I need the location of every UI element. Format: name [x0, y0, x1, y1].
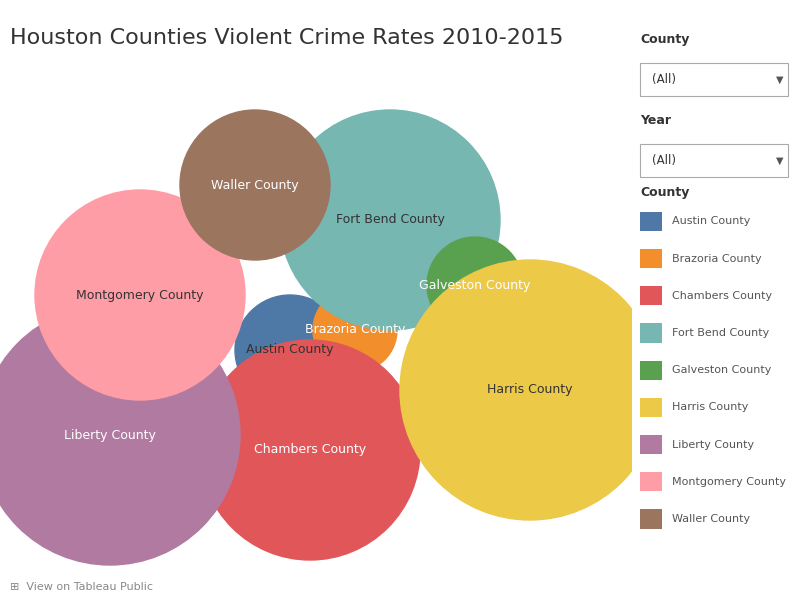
Circle shape	[400, 260, 660, 520]
FancyBboxPatch shape	[640, 323, 662, 343]
Text: Chambers County: Chambers County	[254, 443, 366, 457]
Text: Austin County: Austin County	[246, 343, 334, 356]
FancyBboxPatch shape	[640, 212, 662, 231]
FancyBboxPatch shape	[640, 472, 662, 491]
Circle shape	[280, 110, 500, 330]
FancyBboxPatch shape	[640, 63, 788, 96]
Text: Houston Counties Violent Crime Rates 2010-2015: Houston Counties Violent Crime Rates 201…	[10, 28, 563, 48]
Text: Year: Year	[640, 114, 671, 127]
FancyBboxPatch shape	[640, 286, 662, 305]
FancyBboxPatch shape	[640, 361, 662, 380]
Text: Brazoria County: Brazoria County	[672, 254, 762, 263]
FancyBboxPatch shape	[640, 398, 662, 417]
Circle shape	[180, 110, 330, 260]
Text: Harris County: Harris County	[487, 383, 573, 397]
Circle shape	[313, 288, 397, 372]
Text: (All): (All)	[652, 154, 676, 167]
Text: Fort Bend County: Fort Bend County	[672, 328, 770, 338]
Text: Galveston County: Galveston County	[672, 365, 772, 375]
Text: Harris County: Harris County	[672, 403, 749, 412]
Circle shape	[35, 190, 245, 400]
Text: Fort Bend County: Fort Bend County	[335, 214, 445, 226]
FancyBboxPatch shape	[640, 509, 662, 529]
Circle shape	[427, 237, 523, 333]
FancyBboxPatch shape	[640, 249, 662, 268]
Circle shape	[0, 305, 240, 565]
Text: Liberty County: Liberty County	[64, 428, 156, 442]
Text: ⊞  View on Tableau Public: ⊞ View on Tableau Public	[10, 582, 153, 592]
Text: Liberty County: Liberty County	[672, 440, 754, 449]
Text: County: County	[640, 33, 690, 46]
Text: (All): (All)	[652, 73, 676, 86]
Text: Galveston County: Galveston County	[419, 278, 530, 292]
Text: ▼: ▼	[776, 155, 783, 166]
Text: Waller County: Waller County	[211, 179, 299, 191]
Text: Waller County: Waller County	[672, 514, 750, 524]
Text: Montgomery County: Montgomery County	[672, 477, 786, 487]
Text: Brazoria County: Brazoria County	[305, 323, 405, 337]
Text: Chambers County: Chambers County	[672, 291, 773, 301]
Text: Austin County: Austin County	[672, 217, 750, 226]
Text: ▼: ▼	[776, 74, 783, 85]
Circle shape	[235, 295, 345, 405]
Circle shape	[200, 340, 420, 560]
Text: County: County	[640, 186, 690, 199]
FancyBboxPatch shape	[640, 144, 788, 177]
FancyBboxPatch shape	[640, 435, 662, 454]
Text: Montgomery County: Montgomery County	[76, 289, 204, 301]
